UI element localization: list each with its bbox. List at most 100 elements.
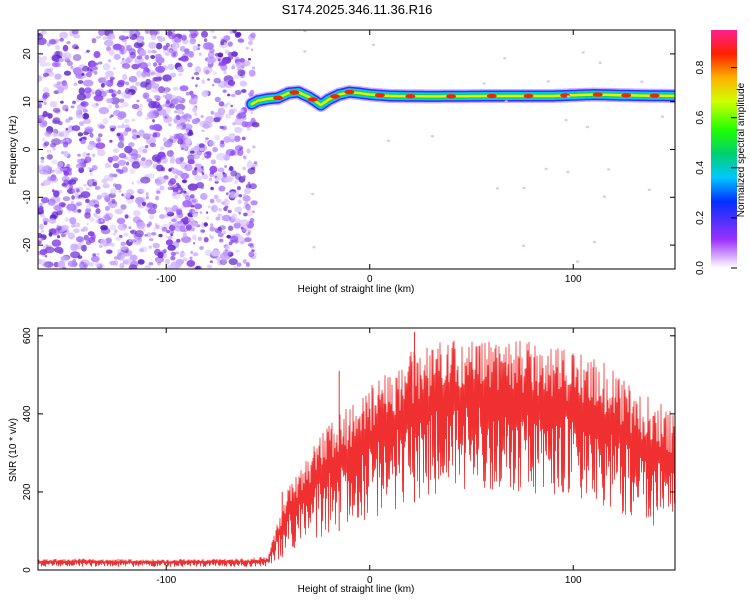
noise-blob [170,251,177,256]
noise-blob [217,116,222,120]
noise-blob [126,56,133,63]
noise-blob [178,72,183,77]
noise-blob [121,63,131,69]
ridge-hotspot [446,94,457,99]
noise-blob [215,256,221,261]
ridge-hotspot [273,95,284,101]
noise-blob [242,166,246,171]
noise-blob [60,256,66,262]
noise-blob [136,110,143,117]
noise-blob [232,30,237,34]
noise-blob [71,125,81,132]
noise-blob [39,223,44,230]
noise-blob [190,250,193,254]
noise-blob [152,77,159,82]
noise-blob [98,79,102,83]
noise-blob [95,220,100,223]
noise-blob [164,107,172,114]
noise-blob [168,79,171,83]
noise-blob [208,140,216,147]
noise-speck [576,260,580,263]
noise-blob [155,30,160,33]
noise-blob [243,193,247,197]
noise-blob [222,171,225,175]
noise-blob [228,133,236,139]
noise-blob [124,81,128,84]
noise-blob [55,51,61,56]
noise-blob [109,173,115,178]
noise-blob [131,239,137,243]
ridge-hotspot [405,94,416,99]
noise-blob [62,167,67,171]
noise-blob [193,96,199,102]
ridge-band-core [250,90,675,107]
noise-blob [109,76,115,81]
noise-blob [184,164,193,172]
noise-blob [77,153,81,157]
noise-blob [127,156,132,162]
ridge-hotspot [374,93,385,98]
noise-blob [138,248,144,253]
noise-blob [217,167,225,173]
noise-blob [138,146,148,154]
ridge-hotspot [330,94,341,99]
noise-blob [178,121,182,125]
noise-blob [154,95,158,99]
noise-blob [57,170,62,174]
noise-blob [207,56,217,64]
noise-blob [245,46,249,50]
noise-blob [230,234,239,241]
noise-blob [72,100,76,105]
noise-blob [172,184,182,192]
colorbar-tick-label: 0.8 [695,60,706,74]
noise-blob [43,141,50,146]
x-tick-label: 0 [367,575,373,586]
noise-blob [175,103,186,111]
noise-blob [239,80,248,87]
noise-blob [234,89,242,96]
noise-blob [38,232,43,239]
noise-blob [234,180,239,184]
noise-blob [57,161,64,169]
noise-blob [187,119,191,123]
noise-blob [138,62,149,69]
noise-blob [230,93,236,98]
noise-blob [165,42,170,48]
noise-blob [164,206,168,211]
noise-blob [89,170,92,173]
noise-blob [132,216,141,224]
noise-blob [79,138,82,142]
noise-blob [181,236,192,244]
noise-blob [141,160,151,169]
noise-blob [223,199,230,206]
noise-blob [211,204,218,213]
noise-blob [62,52,72,60]
noise-blob [167,236,173,240]
noise-blob [199,246,204,250]
noise-blob [104,162,110,169]
noise-blob [58,248,64,254]
noise-blob [236,262,242,267]
noise-blob [241,121,249,128]
noise-blob [164,90,169,94]
noise-blob [144,30,150,34]
noise-blob [63,171,70,176]
noise-blob [51,54,58,61]
noise-blob [125,127,132,132]
noise-blob [175,125,183,130]
noise-blob [115,183,122,191]
noise-blob [153,227,157,231]
noise-speck [495,187,500,190]
noise-blob [76,93,86,101]
noise-blob [101,192,109,198]
noise-blob [243,155,247,160]
noise-blob [149,30,158,37]
noise-blob [133,156,138,161]
noise-blob [110,242,115,247]
noise-blob [242,195,251,202]
noise-blob [110,127,115,132]
noise-blob [73,222,81,228]
noise-blob [62,137,72,145]
noise-blob [66,60,73,67]
noise-blob [193,112,198,116]
